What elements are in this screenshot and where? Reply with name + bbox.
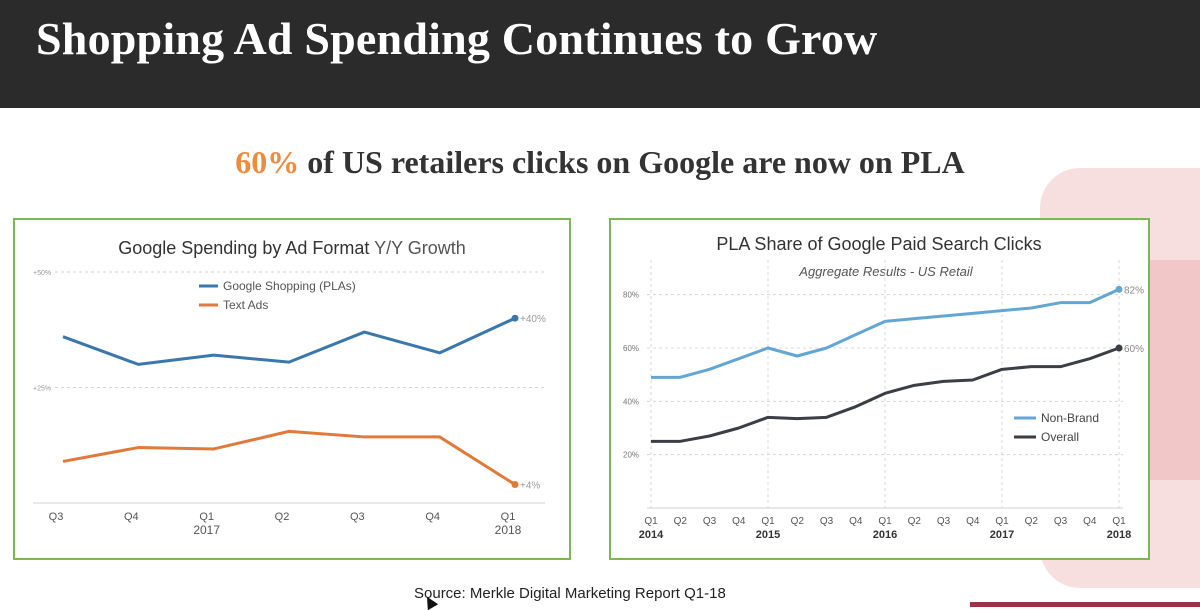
x-tick-label: Q4 [966,516,980,527]
source-note: Source: Merkle Digital Marketing Report … [414,585,726,602]
series-end-point [1115,344,1123,352]
x-tick-year: 2017 [193,523,220,537]
subtitle-text: of US retailers clicks on Google are now… [299,144,965,180]
series-line [651,287,1120,379]
x-tick-label: Q3 [1054,516,1068,527]
x-tick-year: 2015 [756,529,780,541]
legend-label: Non-Brand [1041,411,1099,425]
y-tick-label: +25% [33,386,51,393]
x-tick-label: Q4 [1083,516,1097,527]
y-tick-label: 40% [623,397,639,406]
slide-header: Shopping Ad Spending Continues to Grow [0,0,1200,108]
chart-panel-ad-format: Google Spending by Ad Format Y/Y Growth +… [13,218,571,560]
x-tick-label: Q1 [878,516,892,527]
series-end-point [1115,285,1123,293]
series-line [62,316,516,366]
x-tick-year: 2017 [990,529,1014,541]
chart-panel-pla-share: PLA Share of Google Paid Search Clicks Ag… [609,218,1150,560]
x-tick-label: Q4 [425,511,440,523]
decorative-bar [970,602,1200,607]
pla-share-chart: PLA Share of Google Paid Search Clicks Ag… [623,234,1144,541]
chart-title-suffix: Y/Y Growth [374,238,466,258]
slide-title: Shopping Ad Spending Continues to Grow [36,13,878,64]
x-tick-year: 2014 [639,529,664,541]
x-tick-label: Q1 [199,511,214,523]
legend-label: Text Ads [223,298,268,312]
series-end-label: 60% [1124,344,1144,355]
slide-subtitle: 60% of US retailers clicks on Google are… [0,144,1200,181]
x-tick-label: Q3 [937,516,951,527]
series-line [651,346,1120,443]
series-end-point [511,481,519,489]
x-tick-label: Q3 [820,516,834,527]
x-tick-label: Q1 [644,516,658,527]
chart-title: Google Spending by Ad Format Y/Y Growth [118,238,466,258]
y-tick-label: 80% [623,291,639,300]
y-tick-label: 60% [623,344,639,353]
legend-label: Overall [1041,430,1079,444]
chart-title-main: Google Spending by Ad Format [118,238,374,258]
x-tick-year: 2018 [1107,529,1131,541]
series-line [62,429,516,486]
y-tick-label: 20% [623,451,639,460]
x-tick-label: Q3 [703,516,717,527]
x-tick-label: Q4 [124,511,139,523]
series-end-label: +4% [520,481,540,492]
x-tick-label: Q1 [1112,516,1126,527]
series-end-point [511,314,519,322]
x-tick-label: Q4 [732,516,746,527]
ad-format-growth-chart: Google Spending by Ad Format Y/Y Growth +… [33,238,546,537]
x-tick-year: 2018 [495,523,522,537]
series-end-label: 82% [1124,285,1144,296]
legend-label: Google Shopping (PLAs) [223,279,356,293]
x-tick-label: Q1 [761,516,775,527]
x-tick-label: Q1 [501,511,516,523]
x-tick-label: Q2 [791,516,805,527]
x-tick-label: Q2 [908,516,922,527]
subtitle-percent: 60% [235,144,300,180]
x-tick-label: Q4 [849,516,863,527]
y-tick-label: +50% [33,270,51,277]
x-tick-label: Q1 [995,516,1009,527]
x-tick-label: Q2 [275,511,290,523]
chart-subtitle: Aggregate Results - US Retail [798,264,974,279]
x-tick-label: Q3 [350,511,365,523]
chart-title: PLA Share of Google Paid Search Clicks [716,234,1041,254]
x-tick-label: Q2 [1025,516,1039,527]
x-tick-year: 2016 [873,529,897,541]
x-tick-label: Q3 [49,511,64,523]
series-end-label: +40% [520,314,546,325]
x-tick-label: Q2 [674,516,688,527]
